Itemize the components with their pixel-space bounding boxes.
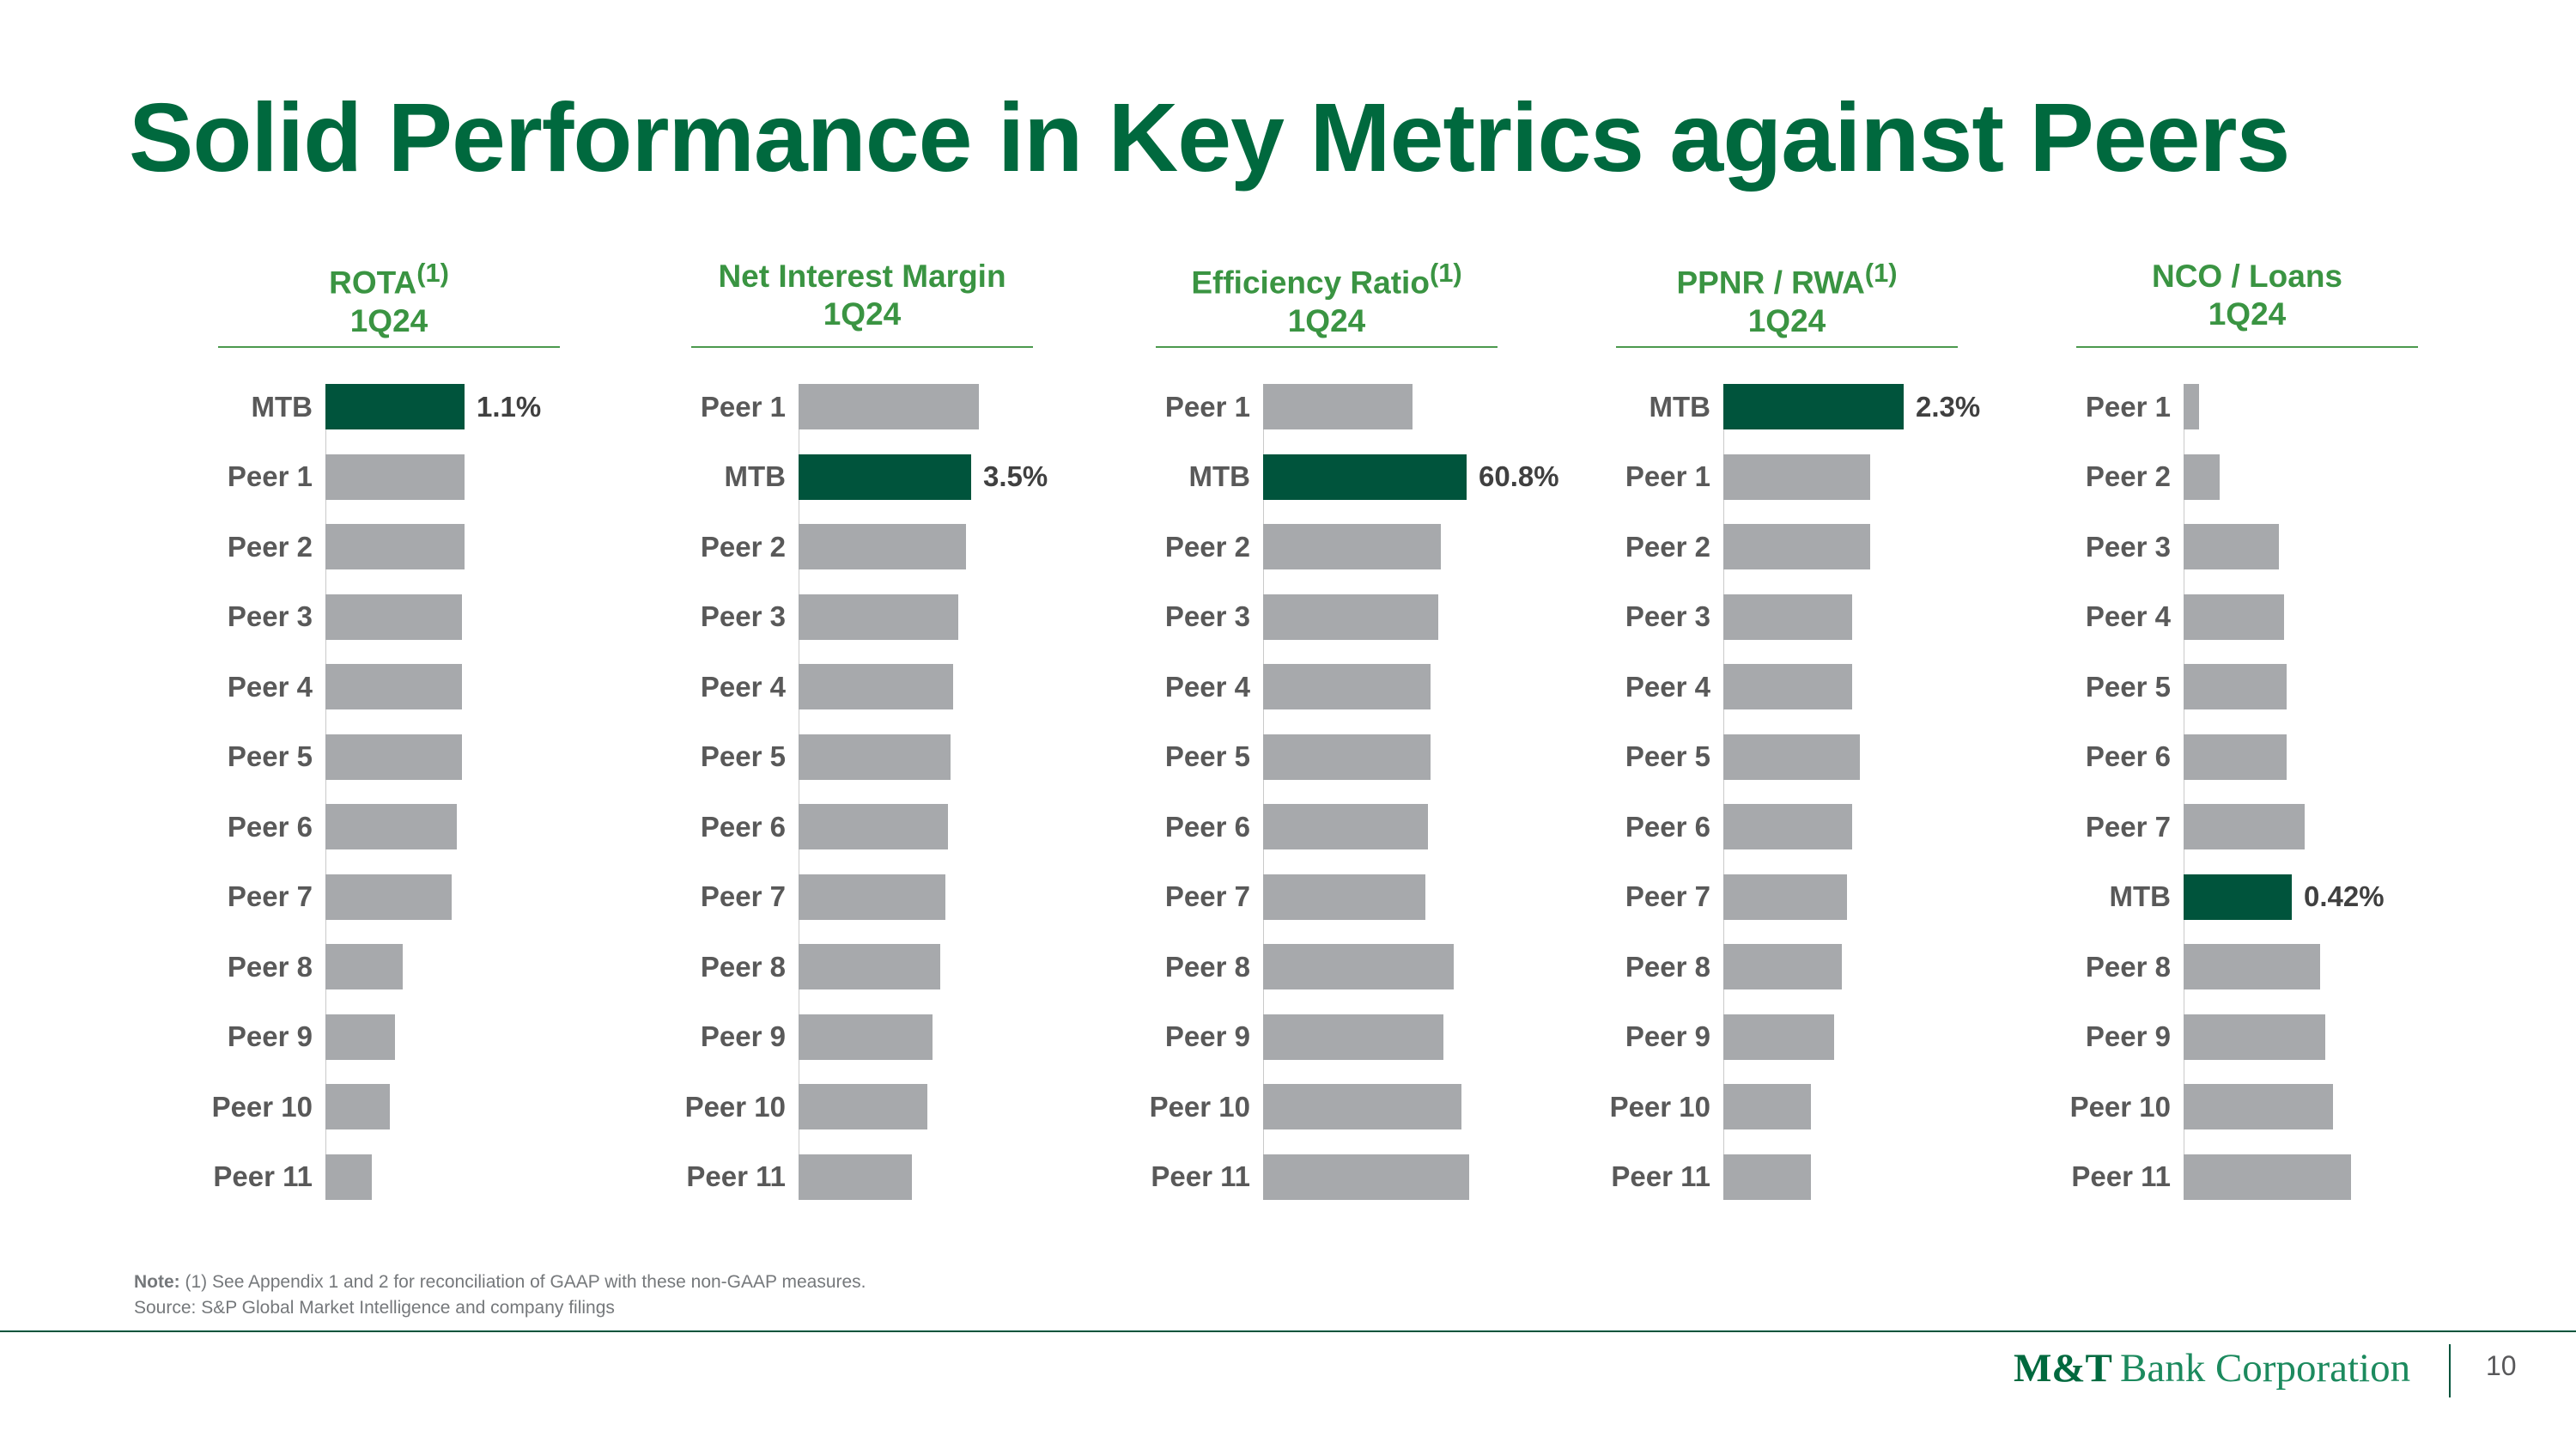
svg-text:M&T: M&T (2014, 1346, 2112, 1391)
svg-text:Bank Corporation: Bank Corporation (2120, 1346, 2410, 1391)
